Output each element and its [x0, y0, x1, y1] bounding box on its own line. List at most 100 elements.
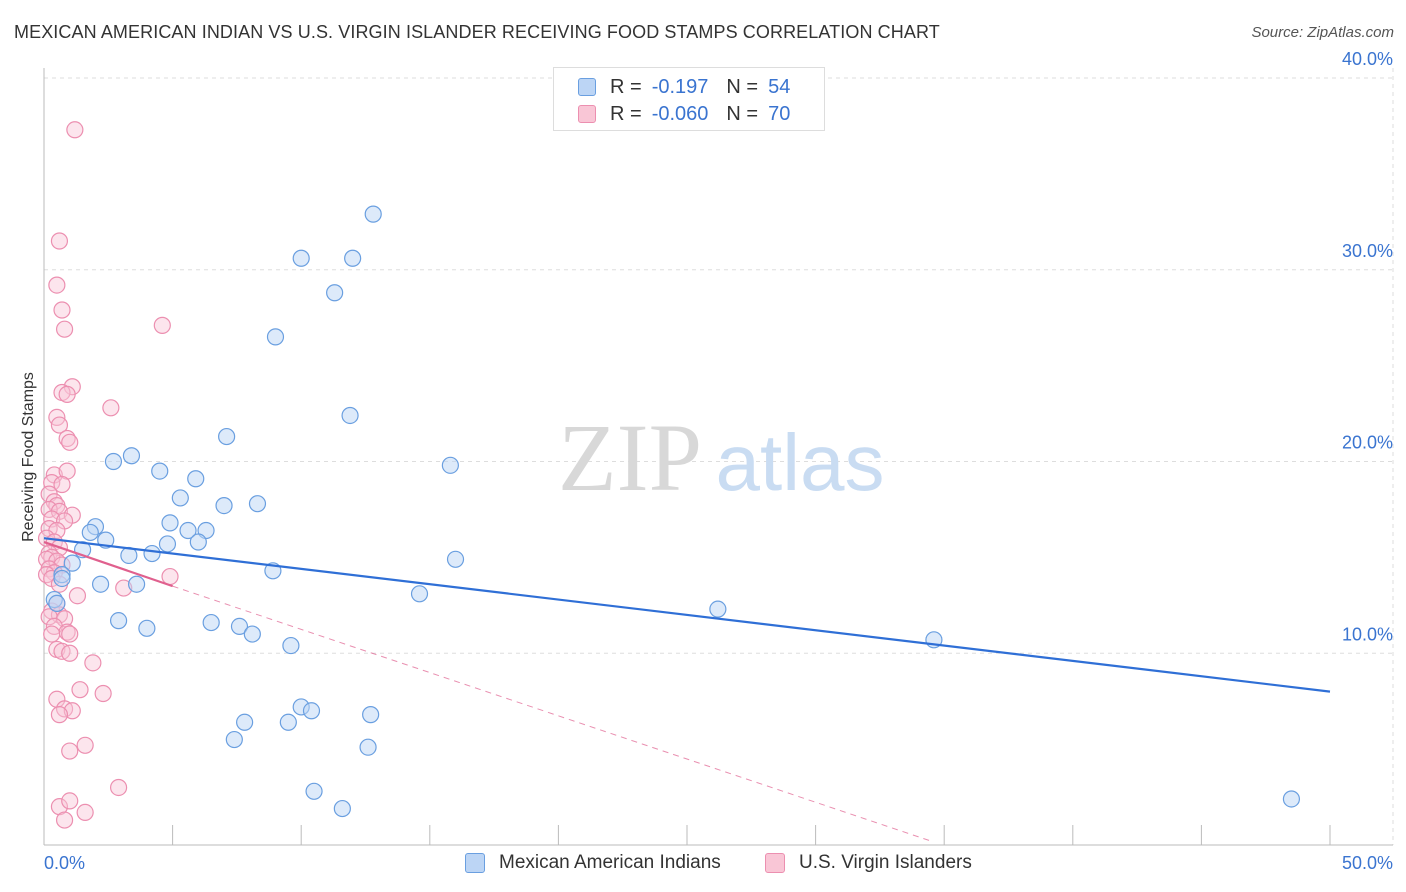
data-point-mexican-american-indians [151, 462, 169, 480]
data-point-mexican-american-indians [161, 514, 179, 532]
trend-line-extension-us-virgin-islanders [172, 585, 932, 842]
legend-swatch-blue [578, 78, 596, 96]
trend-line-us-virgin-islanders [43, 540, 173, 588]
data-point-mexican-american-indians [446, 550, 465, 568]
data-point-mexican-american-indians [326, 284, 344, 302]
n-value: 70 [768, 102, 791, 125]
legend-swatch-blue [465, 853, 485, 873]
legend-item-us-virgin-islanders[interactable]: U.S. Virgin Islanders [765, 852, 972, 874]
y-axis-label-wrap: Receiving Food Stamps [17, 0, 41, 892]
data-point-us-virgin-islanders [61, 742, 79, 760]
data-point-mexican-american-indians [143, 544, 161, 563]
data-point-mexican-american-indians [341, 406, 359, 425]
legend-label: U.S. Virgin Islanders [799, 852, 972, 873]
data-point-mexican-american-indians [218, 427, 236, 446]
data-point-mexican-american-indians [53, 569, 71, 588]
data-point-us-virgin-islanders [50, 706, 69, 724]
data-point-mexican-american-indians [292, 249, 310, 267]
data-point-us-virgin-islanders [55, 811, 74, 829]
data-point-us-virgin-islanders [50, 416, 69, 434]
data-point-mexican-american-indians [109, 612, 128, 630]
r-value: -0.197 [651, 75, 709, 98]
data-point-mexican-american-indians [138, 619, 156, 637]
data-point-mexican-american-indians [127, 575, 146, 593]
data-point-mexican-american-indians [122, 447, 141, 465]
legend-item-mexican-american-indians[interactable]: Mexican American Indians [465, 852, 721, 874]
data-point-mexican-american-indians [91, 575, 110, 593]
data-point-mexican-american-indians [359, 738, 377, 756]
data-point-us-virgin-islanders [68, 587, 87, 605]
data-point-us-virgin-islanders [61, 644, 79, 662]
legend-swatch-pink [765, 853, 785, 873]
data-point-mexican-american-indians [302, 702, 321, 720]
data-point-us-virgin-islanders [61, 433, 79, 451]
data-point-mexican-american-indians [215, 497, 233, 515]
data-point-mexican-american-indians [230, 617, 249, 636]
legend-swatch-pink [578, 105, 596, 123]
y-tick-label: 20.0% [1342, 433, 1393, 453]
source-credit: Source: ZipAtlas.com [1251, 24, 1394, 41]
data-point-us-virgin-islanders [58, 385, 76, 403]
data-point-mexican-american-indians [362, 706, 380, 724]
data-point-mexican-american-indians [410, 585, 429, 603]
data-point-mexican-american-indians [248, 495, 267, 513]
data-point-mexican-american-indians [333, 799, 351, 818]
legend-row-pink: R = -0.060 N = 70 [578, 101, 790, 127]
correlation-legend: R = -0.197 N = 54 R = -0.060 N = 70 [553, 67, 825, 131]
data-point-us-virgin-islanders [63, 702, 81, 720]
r-label: R = [610, 102, 642, 125]
series-blue-points [45, 205, 1301, 818]
data-point-us-virgin-islanders [109, 778, 128, 797]
data-point-us-virgin-islanders [55, 320, 74, 338]
data-point-mexican-american-indians [187, 470, 205, 488]
data-point-mexican-american-indians [171, 489, 189, 507]
data-point-mexican-american-indians [48, 594, 66, 612]
data-point-us-virgin-islanders [50, 232, 69, 250]
trend-lines [43, 537, 1331, 842]
data-point-us-virgin-islanders [84, 654, 102, 672]
data-point-mexican-american-indians [282, 636, 300, 655]
watermark-atlas: atlas [716, 418, 885, 507]
y-axis-label: Receiving Food Stamps [20, 372, 37, 542]
series-legend: Mexican American Indians U.S. Virgin Isl… [0, 852, 1406, 878]
data-point-us-virgin-islanders [53, 301, 71, 319]
data-point-us-virgin-islanders [48, 276, 66, 294]
trend-line-mexican-american-indians [43, 537, 1331, 693]
data-point-mexican-american-indians [344, 249, 362, 267]
data-point-mexican-american-indians [441, 456, 459, 474]
data-point-mexican-american-indians [364, 205, 382, 223]
data-point-us-virgin-islanders [161, 567, 179, 586]
data-point-us-virgin-islanders [71, 681, 89, 699]
data-point-mexican-american-indians [104, 452, 123, 471]
y-tick-label: 10.0% [1342, 624, 1393, 644]
data-point-mexican-american-indians [81, 523, 99, 542]
axis-layer [43, 68, 1393, 846]
data-point-us-virgin-islanders [153, 316, 171, 334]
data-point-mexican-american-indians [63, 554, 81, 572]
data-point-us-virgin-islanders [61, 792, 79, 810]
data-point-us-virgin-islanders [61, 625, 79, 643]
data-point-mexican-american-indians [202, 613, 220, 632]
watermark-zip: ZIP [558, 404, 702, 511]
chart-title: MEXICAN AMERICAN INDIAN VS U.S. VIRGIN I… [14, 22, 940, 42]
data-point-mexican-american-indians [189, 533, 207, 551]
tick-labels: 10.0% 20.0% 30.0% 40.0% 0.0% 50.0% [44, 49, 1393, 873]
data-point-mexican-american-indians [179, 521, 197, 540]
data-point-us-virgin-islanders [66, 121, 84, 139]
data-point-us-virgin-islanders [43, 625, 61, 643]
watermark: ZIP atlas [558, 404, 884, 511]
r-label: R = [610, 75, 642, 98]
n-label: N = [726, 75, 759, 98]
data-point-mexican-american-indians [158, 535, 177, 553]
data-point-us-virgin-islanders [53, 475, 71, 494]
data-point-mexican-american-indians [236, 713, 254, 731]
data-point-us-virgin-islanders [37, 550, 56, 568]
data-point-mexican-american-indians [225, 730, 243, 749]
data-point-us-virgin-islanders [40, 500, 58, 519]
data-point-us-virgin-islanders [76, 803, 94, 822]
data-point-us-virgin-islanders [94, 684, 112, 703]
data-point-mexican-american-indians [243, 625, 261, 643]
data-point-us-virgin-islanders [76, 736, 94, 754]
x-tick-label: 0.0% [44, 853, 85, 873]
